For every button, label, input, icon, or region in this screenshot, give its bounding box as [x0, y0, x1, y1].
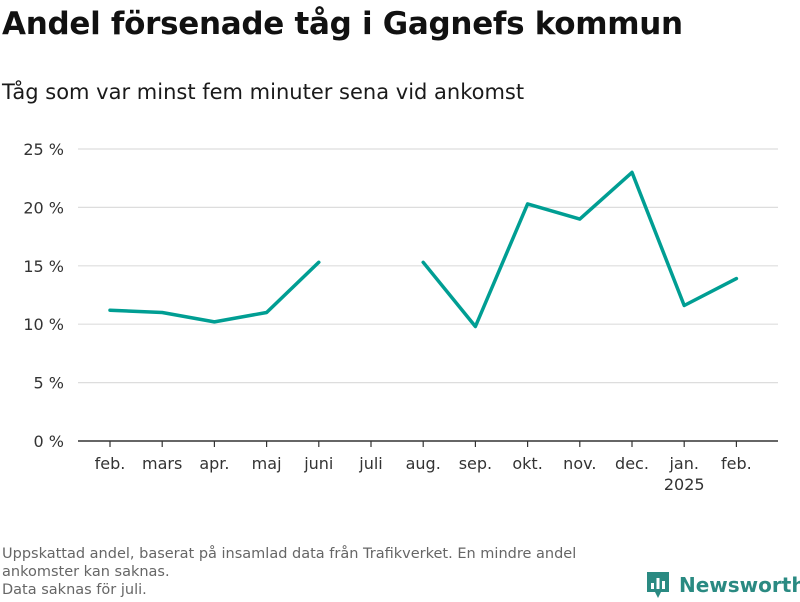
- x-tick-label: feb.: [95, 454, 126, 473]
- y-tick-label: 0 %: [34, 432, 64, 451]
- y-tick-label: 5 %: [34, 374, 64, 393]
- x-tick-sublabel: 2025: [664, 475, 705, 494]
- x-tick-label: juli: [358, 454, 382, 473]
- y-tick-label: 10 %: [23, 315, 64, 334]
- chart-subtitle: Tåg som var minst fem minuter sena vid a…: [2, 80, 525, 104]
- x-tick-label: dec.: [615, 454, 649, 473]
- footnote-line: ankomster kan saknas.: [2, 564, 170, 580]
- chart-title: Andel försenade tåg i Gagnefs kommun: [2, 6, 683, 42]
- x-tick-label: juni: [303, 454, 333, 473]
- bar-chart-logo-icon: [647, 572, 669, 598]
- brand-name: Newsworthy: [679, 573, 800, 597]
- footnote: Uppskattad andel, baserat på insamlad da…: [2, 545, 642, 599]
- x-tick-label: jan.: [668, 454, 698, 473]
- x-tick-label: feb.: [721, 454, 752, 473]
- series-line: [421, 170, 739, 329]
- footnote-line: Data saknas för juli.: [2, 582, 147, 598]
- line-chart: 0 % 5 % 10 % 15 % 20 % 25 % feb. mars apr. maj jun…: [23, 140, 778, 494]
- x-tick-label: apr.: [199, 454, 229, 473]
- series-line: [108, 260, 321, 324]
- footnote-line: Uppskattad andel, baserat på insamlad da…: [2, 546, 577, 562]
- x-tick-label: sep.: [459, 454, 492, 473]
- y-tick-label: 25 %: [23, 140, 64, 159]
- x-tick-label: maj: [252, 454, 282, 473]
- y-tick-label: 20 %: [23, 198, 64, 217]
- brand-logo: Newsworthy: [645, 568, 800, 602]
- x-tick-label: nov.: [563, 454, 596, 473]
- x-tick-label: aug.: [406, 454, 441, 473]
- x-tick-label: mars: [142, 454, 182, 473]
- x-tick-label: okt.: [512, 454, 542, 473]
- y-tick-label: 15 %: [23, 257, 64, 276]
